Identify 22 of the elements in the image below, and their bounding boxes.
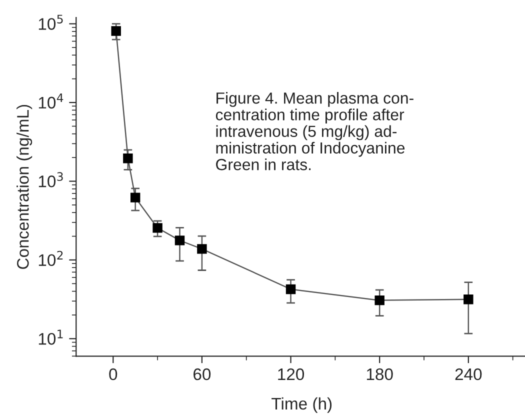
y-tick-label: 10$^{4}$ (38, 94, 64, 109)
x-tick-label: 0 (109, 368, 118, 380)
point (123, 154, 133, 164)
y-tick-label: 10$^{5}$ (38, 14, 63, 30)
x-tick-label: 240 (455, 368, 482, 380)
x-axis-title: Time (h) (272, 397, 332, 413)
point (130, 192, 140, 202)
point (286, 284, 296, 294)
y-tick-label: 10$^{1}$ (38, 330, 63, 345)
annotation: Figure 4. Mean plasma con- centration time profile after intravenous (5 mg/kg) ad- ministration of Indocyanine Green in rats. (216, 92, 414, 170)
x-tick-label: 180 (366, 368, 393, 380)
y-tick-label: 10$^{3}$ (38, 172, 63, 188)
y-axis-title: Concentration (ng/mL) (16, 104, 32, 269)
x-tick-label: 60 (194, 368, 211, 380)
point (197, 244, 207, 254)
point (111, 26, 121, 36)
point (374, 295, 384, 306)
y-tick-label: 10$^{2}$ (38, 250, 63, 266)
point (152, 223, 162, 233)
point (464, 294, 474, 304)
x-tick-label: 120 (278, 368, 304, 380)
point (174, 236, 185, 246)
